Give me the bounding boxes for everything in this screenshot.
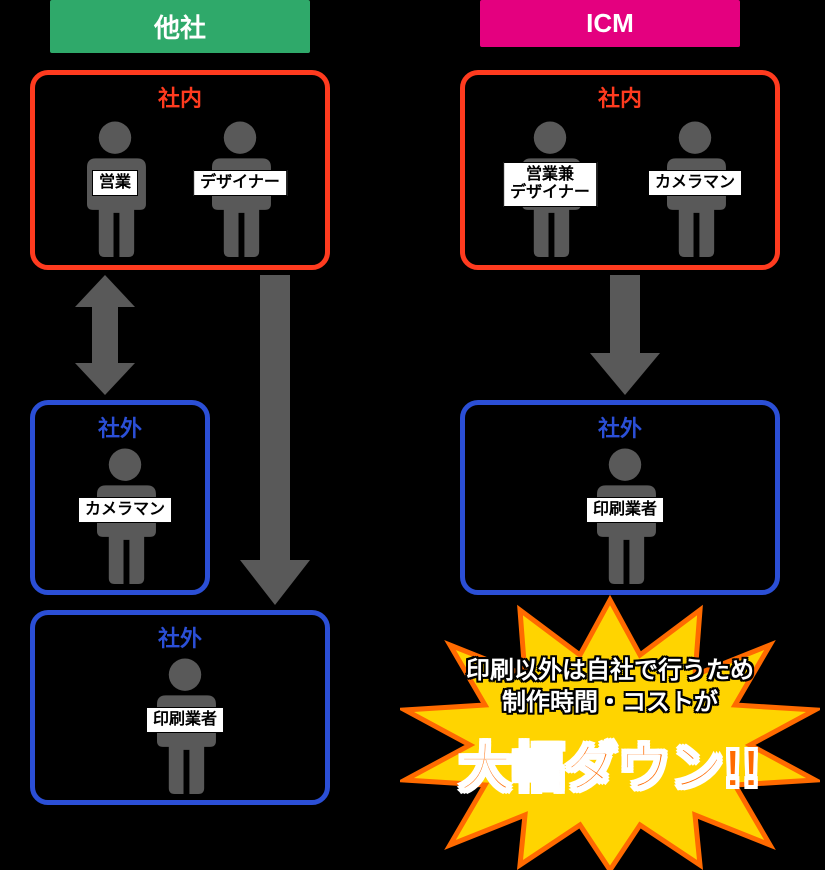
column-other-company: 他社 [30, 0, 370, 53]
left-ext2-title: 社外 [158, 621, 202, 653]
callout-line1: 印刷以外は自社で行うため [420, 655, 800, 687]
callout-line2: 制作時間・コストが [420, 687, 800, 719]
role-label-printer-right: 印刷業者 [586, 497, 664, 523]
right-ext-title: 社外 [598, 411, 642, 443]
header-icm: ICM [480, 0, 740, 47]
right-inhouse-person-cameraman: カメラマン [650, 120, 740, 260]
left-ext2-box: 社外 印刷業者 [30, 610, 330, 805]
role-label-sales: 営業 [92, 170, 138, 196]
header-other: 他社 [50, 0, 310, 53]
left-inhouse-person-designer: デザイナー [195, 120, 285, 260]
role-label-cameraman-right: カメラマン [648, 170, 742, 196]
header-icm-label: ICM [586, 8, 634, 38]
right-inhouse-title: 社内 [598, 81, 642, 113]
left-ext2-person: 印刷業者 [140, 657, 230, 797]
left-inhouse-person-sales: 営業 [70, 120, 160, 260]
arrow-double-icon [70, 275, 140, 395]
arrow-down-icon [585, 275, 665, 395]
role-label-salesdesigner: 営業兼 デザイナー [503, 162, 597, 207]
callout-text: 印刷以外は自社で行うため 制作時間・コストが 大幅ダウン!! [420, 655, 800, 801]
header-other-label: 他社 [154, 13, 206, 43]
role-label-printer-left: 印刷業者 [146, 707, 224, 733]
callout-big: 大幅ダウン!! [420, 726, 800, 801]
role-label-cameraman-left: カメラマン [78, 497, 172, 523]
role-label-salesdesigner-text: 営業兼 デザイナー [510, 166, 590, 201]
arrow-down-long-icon [235, 275, 315, 605]
right-inhouse-box: 社内 営業兼 デザイナー カメラマン [460, 70, 780, 270]
left-ext1-person: カメラマン [80, 447, 170, 587]
column-icm: ICM [440, 0, 780, 47]
left-ext1-title: 社外 [98, 411, 142, 443]
right-inhouse-person-salesdesigner: 営業兼 デザイナー [505, 120, 595, 260]
left-ext1-box: 社外 カメラマン [30, 400, 210, 595]
left-inhouse-box: 社内 営業 デザイナー [30, 70, 330, 270]
left-inhouse-title: 社内 [158, 81, 202, 113]
right-ext-box: 社外 印刷業者 [460, 400, 780, 595]
right-ext-person: 印刷業者 [580, 447, 670, 587]
role-label-designer: デザイナー [193, 170, 287, 196]
